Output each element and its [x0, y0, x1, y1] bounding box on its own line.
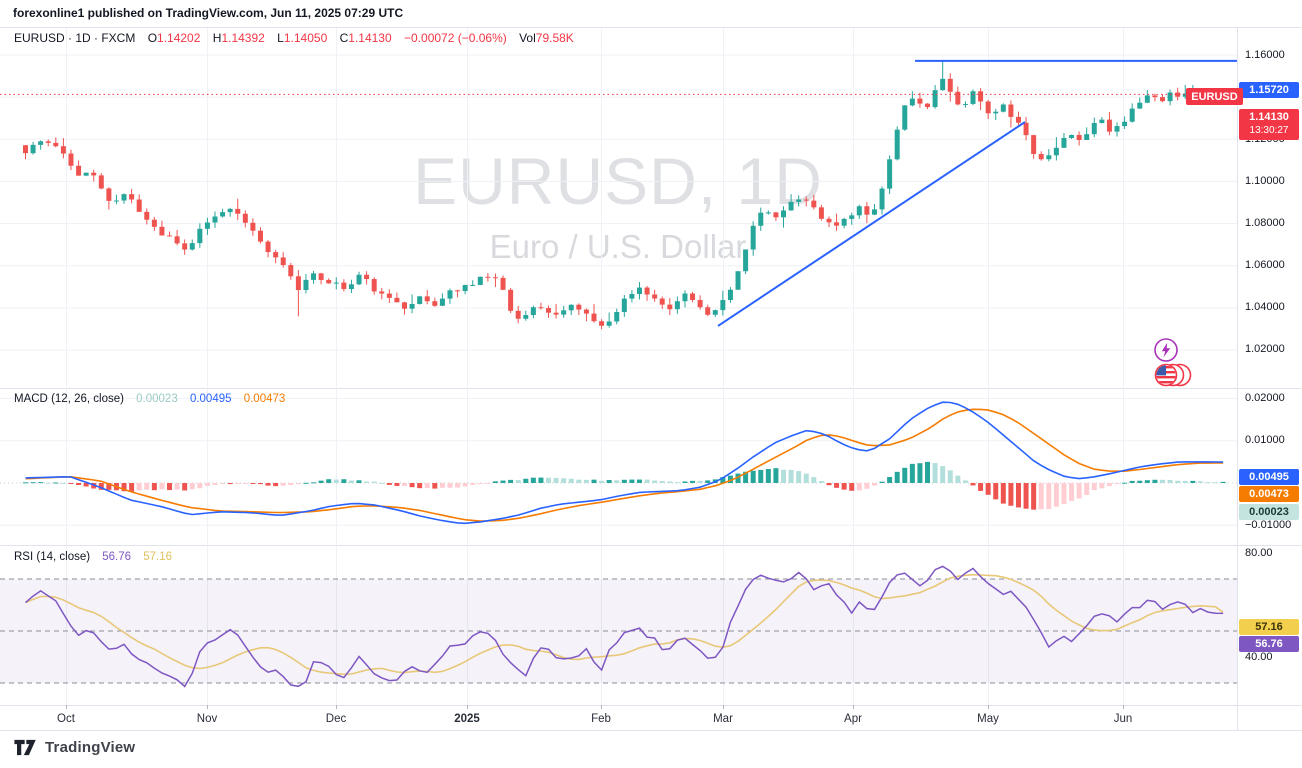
rsi-title[interactable]: RSI (14, close) — [14, 551, 91, 563]
volume-label: Vol — [519, 31, 536, 45]
rsi-ma-value: 57.16 — [143, 551, 173, 563]
time-axis-tick — [723, 705, 724, 709]
time-axis-label: Feb — [591, 713, 611, 725]
time-axis-tick — [336, 705, 337, 709]
rsi-legend: RSI (14, close) 56.76 57.16 — [14, 551, 172, 563]
footer-separator — [0, 730, 1302, 731]
publish-info: forexonline1 published on TradingView.co… — [13, 6, 404, 20]
macd-axis-tag: 0.00495 — [1239, 469, 1299, 485]
economic-events-flag-icon[interactable] — [1153, 362, 1195, 393]
close-label: C — [339, 31, 349, 45]
horizontal-gridlines — [0, 54, 1237, 351]
symbol-legend: EURUSD · 1D · FXCM O1.14202 H1.14392 L1.… — [14, 31, 574, 45]
price-axis-tick: 1.10000 — [1245, 174, 1285, 187]
current-price-tag: 1.14130 13:30:27 — [1239, 109, 1299, 140]
rsi-pane-canvas[interactable] — [0, 545, 1237, 705]
rsi-band — [0, 579, 1237, 683]
price-scale-axis[interactable]: 1.15720 1.14130 13:30:27 0.00495 0.00473… — [1237, 28, 1302, 731]
time-axis-label: Jun — [1113, 713, 1133, 725]
rsi-axis-tick: 40.00 — [1245, 650, 1273, 663]
footer-branding: TradingView — [13, 739, 135, 756]
symbol-title[interactable]: EURUSD · 1D · FXCM — [14, 31, 136, 45]
macd-pane-canvas[interactable] — [0, 388, 1237, 545]
open-value: 1.14202 — [157, 31, 201, 45]
macd-axis-tick: 0.01000 — [1245, 434, 1285, 447]
time-axis-tick — [66, 705, 67, 709]
time-axis-label: 2025 — [454, 713, 480, 725]
level-price-tag: 1.15720 — [1239, 82, 1299, 98]
bar-countdown: 13:30:27 — [1249, 125, 1289, 137]
macd-line-value: 0.00495 — [189, 393, 232, 405]
vertical-gridlines — [66, 388, 1124, 545]
macd-signal-line — [25, 408, 1224, 522]
vertical-gridlines — [66, 28, 1124, 388]
price-axis-tick: 1.06000 — [1245, 259, 1285, 272]
pane-separator-time — [0, 705, 1302, 706]
price-axis-tick: 1.02000 — [1245, 343, 1285, 356]
lightning-icon[interactable] — [1153, 337, 1179, 368]
time-axis-label: Dec — [325, 713, 347, 725]
horizontal-gridlines — [0, 397, 1237, 526]
price-axis-tick: 1.04000 — [1245, 301, 1285, 314]
rsi-axis-tag: 56.76 — [1239, 636, 1299, 652]
rsi-ma-line — [25, 573, 1224, 676]
macd-axis-tick: −0.01000 — [1245, 518, 1292, 531]
rsi-value: 56.76 — [102, 551, 132, 563]
high-label: H — [212, 31, 222, 45]
time-scale-axis[interactable]: Oct Nov Dec 2025 Feb Mar Apr May Jun — [0, 705, 1237, 730]
macd-axis-tick: 0.02000 — [1245, 391, 1285, 404]
macd-title[interactable]: MACD (12, 26, close) — [14, 393, 124, 405]
brand-name: TradingView — [45, 739, 136, 756]
low-value: 1.14050 — [283, 31, 328, 45]
pane-separator-rsi — [0, 545, 1302, 546]
time-axis-label: Nov — [196, 713, 218, 725]
time-axis-tick — [1123, 705, 1124, 709]
current-price-value: 1.14130 — [1249, 111, 1289, 124]
open-label: O — [147, 31, 158, 45]
macd-legend: MACD (12, 26, close) 0.00023 0.00495 0.0… — [14, 393, 285, 405]
time-axis-tick — [601, 705, 602, 709]
change-value: −0.00072 (−0.06%) — [404, 31, 507, 45]
macd-histogram — [23, 461, 1226, 510]
macd-signal-value: 0.00473 — [243, 393, 286, 405]
time-axis-tick — [988, 705, 989, 709]
macd-line — [25, 401, 1224, 525]
trendline-annotation — [717, 121, 1026, 327]
price-chart-canvas[interactable] — [0, 28, 1237, 388]
rsi-levels — [0, 578, 1237, 684]
symbol-price-flag: EURUSD — [1186, 88, 1243, 105]
time-axis-tick — [207, 705, 208, 709]
time-axis-label: Apr — [844, 713, 862, 725]
header-separator — [0, 27, 1302, 28]
vertical-gridlines — [66, 545, 1124, 705]
time-axis-label: May — [977, 713, 999, 725]
watermark-description: Euro / U.S. Dollar — [489, 228, 747, 265]
candlesticks — [23, 60, 1226, 330]
close-value: 1.14130 — [348, 31, 392, 45]
price-axis-tick: 1.16000 — [1245, 48, 1285, 61]
low-label: L — [277, 31, 284, 45]
time-axis-label: Oct — [57, 713, 75, 725]
macd-hist-axis-tag: 0.00023 — [1239, 504, 1299, 520]
rsi-ma-axis-tag: 57.16 — [1239, 619, 1299, 635]
rsi-line — [25, 565, 1224, 688]
price-scale-border — [1237, 28, 1238, 731]
macd-signal-axis-tag: 0.00473 — [1239, 486, 1299, 502]
pane-separator-macd — [0, 388, 1302, 389]
price-axis-tick: 1.08000 — [1245, 217, 1285, 230]
time-axis-label: Mar — [713, 713, 733, 725]
time-axis-tick — [467, 705, 468, 709]
tradingview-logo[interactable] — [13, 739, 38, 756]
high-value: 1.14392 — [221, 31, 265, 45]
macd-hist-value: 0.00023 — [136, 393, 178, 405]
rsi-axis-tick: 80.00 — [1245, 546, 1273, 559]
volume-value: 79.58K — [535, 31, 574, 45]
time-axis-tick — [853, 705, 854, 709]
